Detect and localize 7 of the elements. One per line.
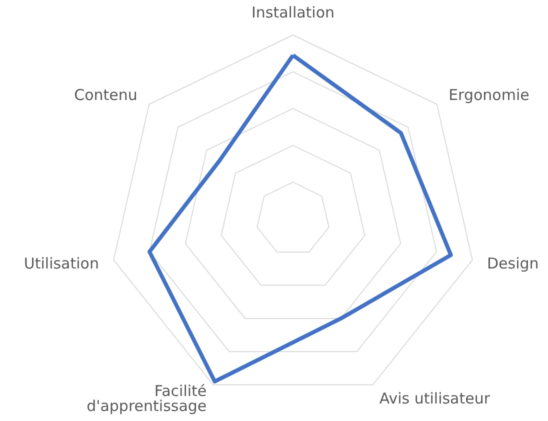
spoke-label: Installation	[251, 4, 335, 22]
spoke-label: Contenu	[74, 86, 138, 104]
spoke-label: Facilité d'apprentissage	[86, 382, 207, 415]
spoke-label: Avis utilisateur	[379, 389, 491, 408]
spoke-label: Utilisation	[24, 254, 99, 272]
spoke-label: Ergonomie	[448, 86, 530, 104]
spoke-label: Design	[487, 254, 539, 272]
